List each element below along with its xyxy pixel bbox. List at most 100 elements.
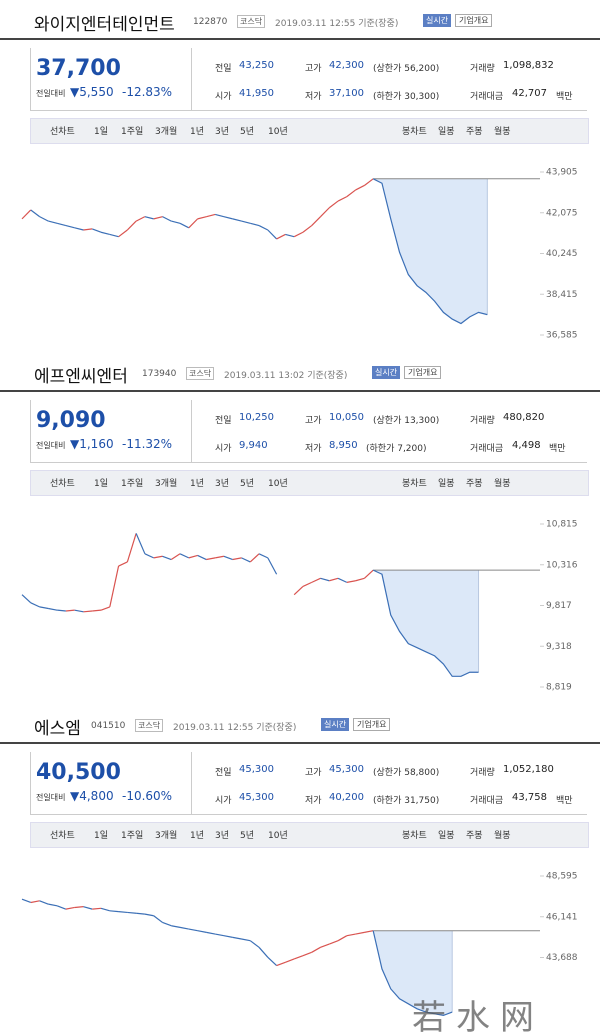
line-segment (135, 533, 146, 555)
stat-value: 4,498 (512, 440, 541, 451)
line-segment (276, 961, 286, 967)
period-tab[interactable]: 3개월 (155, 479, 178, 489)
overview-button[interactable]: 기업개요 (353, 718, 391, 731)
period-tab[interactable]: 일봉 (438, 479, 455, 489)
stat-value: 42,707 (512, 88, 547, 99)
nav-label: 선차트 (50, 127, 75, 137)
line-segment (197, 930, 207, 933)
line-segment (188, 928, 198, 932)
line-segment (118, 911, 128, 914)
period-tab[interactable]: 3년 (215, 127, 230, 137)
period-tab[interactable]: 10년 (268, 831, 288, 841)
period-tab[interactable]: 월봉 (494, 479, 511, 489)
period-tab[interactable]: 1주일 (121, 127, 144, 137)
stat-label: 저가 (305, 444, 322, 454)
divider (0, 38, 600, 40)
change-label: 전일대비 (36, 89, 66, 98)
live-badge[interactable]: 실시간 (423, 14, 452, 27)
period-tab[interactable]: 3년 (215, 831, 230, 841)
period-tab[interactable]: 1년 (190, 127, 205, 137)
stats-box (192, 400, 587, 463)
line-segment (302, 951, 312, 957)
stat-note: 백만 (556, 796, 573, 806)
line-segment (223, 216, 233, 220)
line-segment (267, 956, 278, 967)
nav-label: 봉차트 (402, 479, 427, 489)
stat-note: 백만 (556, 92, 573, 102)
period-tab[interactable]: 일봉 (438, 831, 455, 841)
period-tab[interactable]: 1년 (190, 479, 205, 489)
period-tab[interactable]: 3개월 (155, 127, 178, 137)
line-segment (223, 555, 233, 561)
price: 9,090 (36, 408, 106, 433)
period-tab[interactable]: 1일 (94, 127, 109, 137)
line-segment (241, 557, 251, 563)
line-segment (363, 569, 374, 579)
y-tick-label: 40,245 (546, 249, 578, 259)
stat-label: 거래대금 (470, 796, 504, 806)
period-tab[interactable]: 10년 (268, 127, 288, 137)
period-tab[interactable]: 3개월 (155, 831, 178, 841)
line-segment (39, 216, 49, 222)
line-segment (320, 207, 330, 218)
line-segment (39, 606, 49, 610)
stat-label: 거래량 (470, 768, 495, 778)
line-segment (302, 225, 313, 233)
live-badge[interactable]: 실시간 (372, 366, 401, 379)
period-tab[interactable]: 3년 (215, 479, 230, 489)
line-segment (30, 602, 40, 608)
period-tab[interactable]: 5년 (240, 831, 255, 841)
price-box (30, 400, 192, 463)
line-segment (56, 905, 67, 910)
nav-label: 선차트 (50, 831, 75, 841)
change-pct: -10.60% (122, 789, 173, 803)
period-tab[interactable]: 1주일 (121, 831, 144, 841)
line-segment (153, 915, 163, 923)
period-tab[interactable]: 월봉 (494, 127, 511, 137)
overview-button[interactable]: 기업개요 (455, 14, 493, 27)
line-segment (162, 216, 172, 222)
stat-label: 전일 (215, 768, 232, 778)
line-segment (153, 216, 163, 220)
line-segment (215, 555, 225, 559)
period-tab[interactable]: 일봉 (438, 127, 455, 137)
line-segment (30, 900, 40, 904)
stat-note: (하한가 31,750) (373, 796, 440, 806)
y-tick-label: 9,817 (546, 601, 572, 611)
period-tab[interactable]: 주봉 (466, 127, 483, 137)
line-segment (171, 925, 181, 928)
y-tick-label: 38,415 (546, 290, 578, 300)
period-tab[interactable]: 1일 (94, 831, 109, 841)
period-tab[interactable]: 5년 (240, 479, 255, 489)
today-line (372, 178, 488, 325)
stat-label: 시가 (215, 92, 232, 102)
period-tab[interactable]: 1일 (94, 479, 109, 489)
stat-value: 40,200 (329, 792, 364, 803)
line-segment (83, 228, 93, 231)
line-segment (329, 940, 339, 945)
period-tab[interactable]: 10년 (268, 479, 288, 489)
stat-note: 백만 (549, 444, 566, 454)
live-badge[interactable]: 실시간 (321, 718, 350, 731)
stat-value: 43,758 (512, 792, 547, 803)
line-segment (179, 926, 189, 930)
period-tab[interactable]: 주봉 (466, 479, 483, 489)
line-segment (109, 565, 120, 608)
period-tab[interactable]: 1주일 (121, 479, 144, 489)
nav-bar (30, 822, 589, 848)
today-area (373, 178, 488, 324)
period-tab[interactable]: 5년 (240, 127, 255, 137)
stat-label: 시가 (215, 796, 232, 806)
line-segment (355, 184, 365, 191)
y-tick-label: 9,318 (546, 642, 572, 652)
update-time: 2019.03.11 12:55 기준(장중) (173, 723, 297, 733)
line-segment (320, 577, 330, 582)
line-segment (337, 935, 348, 942)
market-badge: 코스닥 (186, 367, 215, 380)
period-tab[interactable]: 주봉 (466, 831, 483, 841)
line-segment (293, 231, 304, 238)
overview-button[interactable]: 기업개요 (404, 366, 442, 379)
period-tab[interactable]: 월봉 (494, 831, 511, 841)
period-tab[interactable]: 1년 (190, 831, 205, 841)
